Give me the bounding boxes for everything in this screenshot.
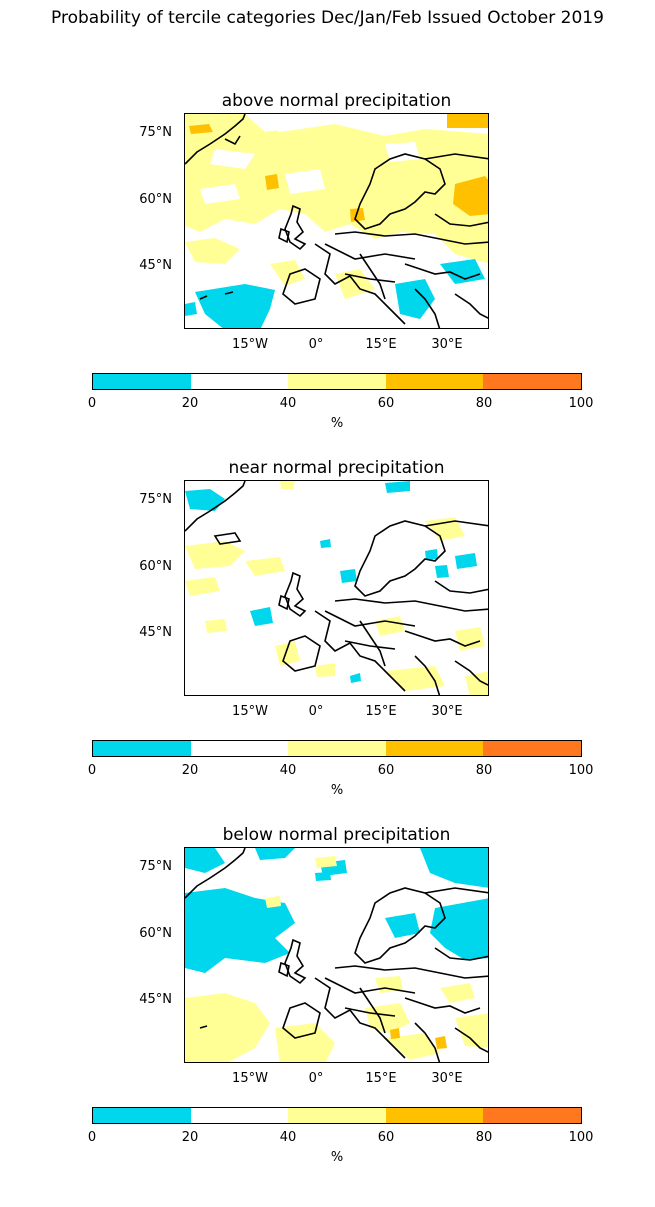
lat-label-45n: 45°N: [139, 992, 172, 1007]
prob-60-80-areas: [189, 114, 488, 222]
lon-label-15e: 15°E: [365, 1071, 397, 1086]
colorbar-tick: 100: [568, 763, 594, 778]
panel-title: below normal precipitation: [222, 825, 451, 845]
lon-label-0: 0°: [308, 337, 324, 352]
colorbar-tick: 0: [87, 763, 97, 778]
lon-label-15w: 15°W: [232, 704, 268, 719]
coastlines: [185, 114, 488, 328]
colorbar-tick: 20: [181, 763, 199, 778]
colorbar-tick: 100: [568, 1130, 594, 1145]
colorbar-tick: 60: [377, 1130, 395, 1145]
lat-label-75n: 75°N: [139, 859, 172, 874]
colorbar-bin: [385, 741, 484, 756]
lat-label-75n: 75°N: [139, 492, 172, 507]
map-svg: [185, 481, 488, 695]
colorbar: [92, 1107, 582, 1124]
panel-below-normal: below normal precipitation: [0, 825, 655, 1207]
prob-40-60-areas: [185, 481, 488, 695]
colorbar-unit-label: %: [330, 416, 344, 431]
lat-label-75n: 75°N: [139, 125, 172, 140]
colorbar-tick: 80: [475, 1130, 493, 1145]
colorbar-bin: [483, 1108, 581, 1123]
panel-title: near normal precipitation: [228, 458, 445, 478]
colorbar-tick: 0: [87, 396, 97, 411]
colorbar-tick: 20: [181, 396, 199, 411]
colorbar-tick: 40: [279, 1130, 297, 1145]
colorbar-bin: [288, 741, 386, 756]
lon-label-0: 0°: [308, 1071, 324, 1086]
colorbar-unit-label: %: [330, 783, 344, 798]
map-near-normal: [184, 480, 489, 696]
colorbar: [92, 373, 582, 390]
colorbar-bin: [93, 741, 191, 756]
colorbar-tick: 40: [279, 396, 297, 411]
map-svg: [185, 848, 488, 1062]
colorbar-bin: [190, 374, 289, 389]
colorbar-bin: [190, 741, 289, 756]
prob-60-80-areas: [390, 1028, 447, 1049]
map-below-normal: [184, 847, 489, 1063]
colorbar-tick: 40: [279, 763, 297, 778]
lat-label-60n: 60°N: [139, 192, 172, 207]
coastlines: [185, 481, 488, 695]
colorbar-bin: [483, 374, 581, 389]
lon-label-15e: 15°E: [365, 704, 397, 719]
colorbar-tick: 20: [181, 1130, 199, 1145]
colorbar-bin: [483, 741, 581, 756]
figure-title: Probability of tercile categories Dec/Ja…: [51, 8, 604, 28]
lat-label-45n: 45°N: [139, 625, 172, 640]
lat-label-45n: 45°N: [139, 258, 172, 273]
panel-above-normal: above normal precipitation: [0, 91, 655, 473]
panel-near-normal: near normal precipitation: [0, 458, 655, 840]
panel-title: above normal precipitation: [221, 91, 452, 111]
colorbar-bin: [93, 1108, 191, 1123]
lon-label-30e: 30°E: [431, 704, 463, 719]
colorbar: [92, 740, 582, 757]
prob-40-60-areas: [185, 856, 488, 1062]
colorbar-tick: 80: [475, 763, 493, 778]
lon-label-0: 0°: [308, 704, 324, 719]
colorbar-tick: 0: [87, 1130, 97, 1145]
colorbar-tick: 80: [475, 396, 493, 411]
prob-20-40-areas: [200, 114, 420, 204]
lon-label-30e: 30°E: [431, 337, 463, 352]
colorbar-tick: 100: [568, 396, 594, 411]
prob-0-20-areas: [185, 848, 488, 973]
colorbar-unit-label: %: [330, 1150, 344, 1165]
map-svg: [185, 114, 488, 328]
colorbar-tick: 60: [377, 763, 395, 778]
colorbar-bin: [190, 1108, 289, 1123]
lon-label-30e: 30°E: [431, 1071, 463, 1086]
colorbar-bin: [385, 374, 484, 389]
prob-0-20-areas: [185, 481, 477, 683]
colorbar-bin: [288, 1108, 386, 1123]
map-above-normal: [184, 113, 489, 329]
coastlines: [185, 848, 488, 1062]
colorbar-bin: [93, 374, 191, 389]
lon-label-15w: 15°W: [232, 337, 268, 352]
colorbar-bin: [288, 374, 386, 389]
colorbar-tick: 60: [377, 396, 395, 411]
prob-0-20-areas: [185, 259, 485, 328]
lat-label-60n: 60°N: [139, 926, 172, 941]
colorbar-bin: [385, 1108, 484, 1123]
lon-label-15e: 15°E: [365, 337, 397, 352]
lon-label-15w: 15°W: [232, 1071, 268, 1086]
lat-label-60n: 60°N: [139, 559, 172, 574]
